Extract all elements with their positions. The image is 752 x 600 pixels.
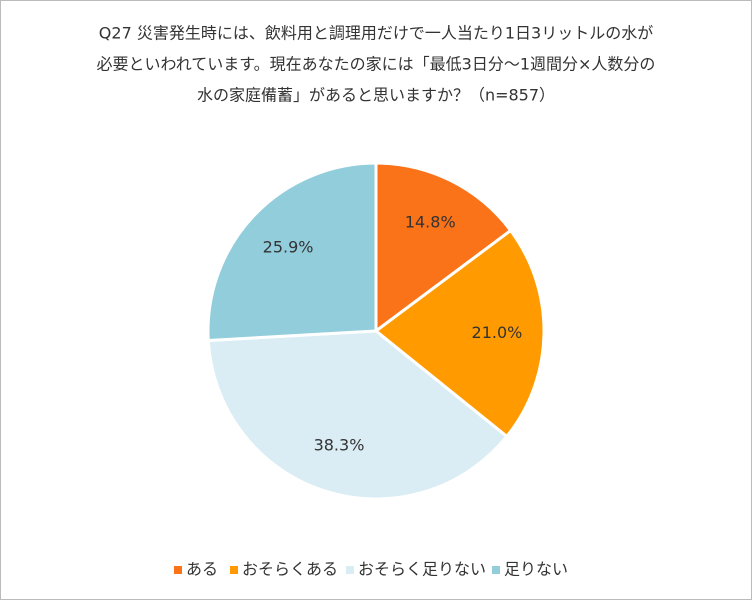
chart-title: 水の家庭備蓄」があると思いますか？（n=857）: [197, 86, 555, 105]
legend-swatch: [174, 566, 182, 574]
pie-slice: [206, 329, 509, 501]
data-label: 14.8%: [405, 212, 456, 231]
legend-swatch: [346, 566, 354, 574]
chart-title: 必要といわれています。現在あなたの家には「最低3日分～1週間分×人数分の: [97, 55, 656, 74]
data-label: 38.3%: [314, 436, 365, 455]
data-label: 21.0%: [472, 323, 523, 342]
legend-label: おそらく足りない: [358, 560, 486, 579]
chart-title: Q27 災害発生時には、飲料用と調理用だけで一人当たり1日3リットルの水が: [99, 24, 653, 43]
legend-swatch: [230, 566, 238, 574]
pie-slice: [206, 161, 378, 343]
legend-label: 足りない: [504, 560, 568, 579]
legend-label: ある: [186, 560, 218, 579]
pie-slice: [374, 161, 513, 334]
pie-slice: [373, 228, 546, 439]
legend-label: おそらくある: [242, 560, 338, 579]
data-label: 25.9%: [263, 237, 314, 256]
legend-swatch: [492, 566, 500, 574]
